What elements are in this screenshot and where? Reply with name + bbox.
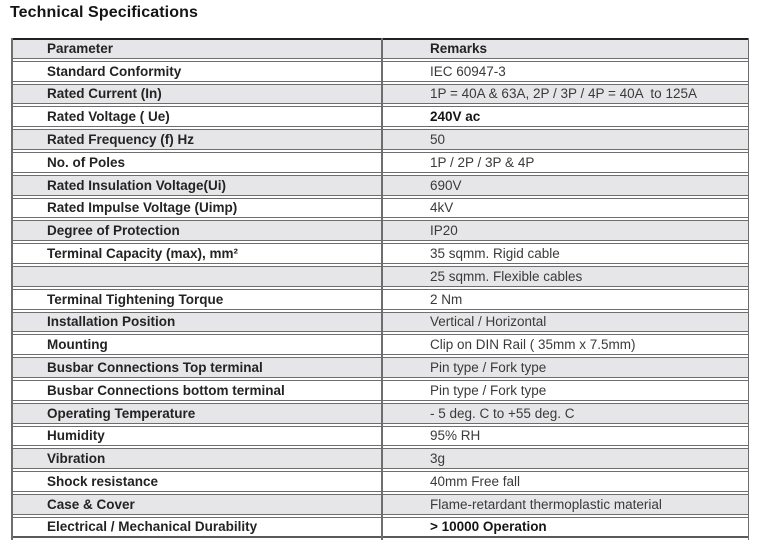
parameter-cell: Degree of Protection — [47, 223, 180, 239]
page-title: Technical Specifications — [10, 4, 198, 21]
remarks-cell: IEC 60947-3 — [430, 63, 506, 79]
parameter-cell: Busbar Connections bottom terminal — [47, 382, 285, 398]
parameter-cell: No. of Poles — [47, 154, 126, 170]
remarks-cell: 50 — [430, 132, 446, 148]
header-cell-remarks: Remarks — [430, 41, 488, 57]
parameter-cell: Busbar Connections Top terminal — [47, 360, 263, 376]
table-row: Humidity 95% RH — [11, 425, 749, 447]
remarks-cell: Pin type / Fork type — [430, 360, 547, 376]
remarks-cell: > 10000 Operation — [430, 519, 547, 535]
remarks-cell: Clip on DIN Rail ( 35mm x 7.5mm) — [430, 337, 636, 353]
parameter-cell: Rated Current (In) — [47, 86, 162, 102]
table-row: Terminal Tightening Torque 2 Nm — [11, 288, 749, 310]
spec-table-rows: Parameter Remarks Standard Conformity IE… — [11, 38, 749, 538]
table-row: Degree of Protection IP20 — [11, 220, 749, 242]
parameter-cell: Rated Insulation Voltage(Ui) — [47, 177, 227, 193]
parameter-cell: Rated Impulse Voltage (Uimp) — [47, 200, 238, 216]
table-row: Installation Position Vertical / Horizon… — [11, 311, 749, 333]
table-row: Rated Voltage ( Ue) 240V ac — [11, 106, 749, 128]
remarks-cell: 690V — [430, 177, 462, 193]
parameter-cell: Standard Conformity — [47, 63, 182, 79]
remarks-cell: 1P / 2P / 3P & 4P — [430, 154, 535, 170]
table-row: Rated Frequency (f) Hz 50 — [11, 129, 749, 150]
parameter-cell: Case & Cover — [47, 496, 135, 512]
remarks-cell: Pin type / Fork type — [430, 382, 547, 398]
table-row: Electrical / Mechanical Durability > 100… — [11, 516, 749, 538]
parameter-cell: Terminal Capacity (max), mm² — [47, 246, 239, 262]
remarks-cell: - 5 deg. C to +55 deg. C — [430, 405, 575, 421]
remarks-cell: IP20 — [430, 223, 458, 239]
table-row: Terminal Capacity (max), mm² 35 sqmm. Ri… — [11, 243, 749, 264]
parameter-cell: Installation Position — [47, 314, 176, 330]
remarks-cell: 2 Nm — [430, 291, 463, 307]
parameter-cell: Electrical / Mechanical Durability — [47, 519, 258, 535]
table-row: Shock resistance 40mm Free fall — [11, 471, 749, 492]
table-row: 25 sqmm. Flexible cables — [11, 265, 749, 287]
parameter-cell: Rated Voltage ( Ue) — [47, 109, 170, 125]
table-row: Rated Impulse Voltage (Uimp) 4kV — [11, 197, 749, 219]
remarks-cell: 1P = 40A & 63A, 2P / 3P / 4P = 40A to 12… — [430, 86, 697, 102]
table-row: Mounting Clip on DIN Rail ( 35mm x 7.5mm… — [11, 334, 749, 356]
parameter-cell: Vibration — [47, 451, 106, 467]
column-divider — [381, 38, 383, 540]
remarks-cell: Flame-retardant thermoplastic material — [430, 496, 662, 512]
remarks-cell: 95% RH — [430, 428, 481, 444]
spec-table: Parameter Remarks Standard Conformity IE… — [11, 38, 749, 540]
remarks-cell: 240V ac — [430, 109, 481, 125]
table-left-border — [11, 38, 13, 540]
table-row: Busbar Connections Top terminal Pin type… — [11, 357, 749, 378]
table-header-row: Parameter Remarks — [11, 38, 749, 59]
remarks-cell: 4kV — [430, 200, 454, 216]
remarks-cell: Vertical / Horizontal — [430, 314, 547, 330]
remarks-cell: 40mm Free fall — [430, 474, 521, 490]
table-row: No. of Poles 1P / 2P / 3P & 4P — [11, 151, 749, 173]
table-row: Vibration 3g — [11, 448, 749, 470]
parameter-cell: Humidity — [47, 428, 105, 444]
parameter-cell: Rated Frequency (f) Hz — [47, 132, 195, 148]
parameter-cell: Mounting — [47, 337, 108, 353]
remarks-cell: 3g — [430, 451, 446, 467]
remarks-cell: 25 sqmm. Flexible cables — [430, 268, 583, 284]
table-row: Busbar Connections bottom terminal Pin t… — [11, 379, 749, 401]
table-row: Rated Current (In) 1P = 40A & 63A, 2P / … — [11, 83, 749, 105]
remarks-cell: 35 sqmm. Rigid cable — [430, 246, 560, 262]
table-row: Rated Insulation Voltage(Ui) 690V — [11, 174, 749, 196]
table-row: Case & Cover Flame-retardant thermoplast… — [11, 493, 749, 515]
parameter-cell: Terminal Tightening Torque — [47, 291, 224, 307]
header-cell-parameter: Parameter — [47, 41, 114, 57]
table-right-border — [747, 38, 749, 540]
parameter-cell: Shock resistance — [47, 474, 159, 490]
table-row: Operating Temperature - 5 deg. C to +55 … — [11, 402, 749, 424]
parameter-cell: Operating Temperature — [47, 405, 196, 421]
table-row: Standard Conformity IEC 60947-3 — [11, 60, 749, 82]
